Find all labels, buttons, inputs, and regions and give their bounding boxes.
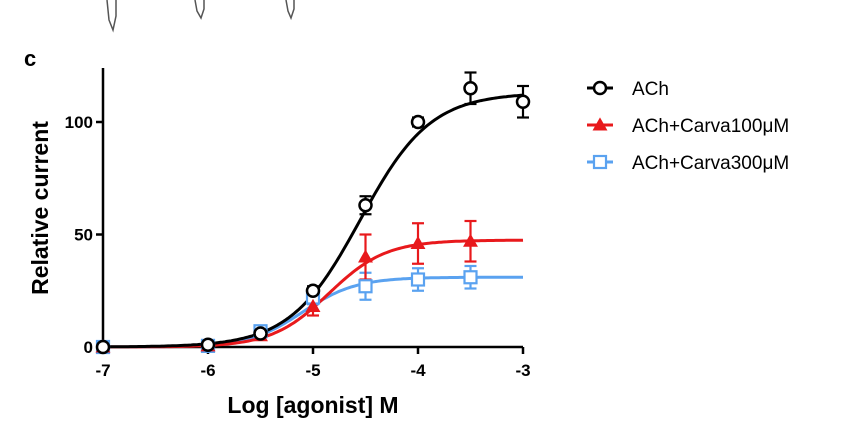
x-tick-label: -4 — [410, 361, 426, 380]
y-axis-title: Relative current — [27, 121, 53, 295]
data-point — [515, 94, 531, 109]
data-point — [410, 114, 426, 130]
tick-labels: -7 -6 -5 -4 -3 0 50 100 — [65, 113, 531, 380]
y-tick-label: 0 — [84, 338, 93, 357]
legend-label: ACh+Carva300μM — [632, 153, 789, 174]
legend: ACh ACh+Carva100μM ACh+Carva300μM — [587, 79, 789, 174]
data-point — [358, 279, 373, 294]
panel-label: c — [24, 46, 36, 71]
data-point — [95, 339, 111, 355]
legend-marker — [592, 154, 608, 170]
y-tick-label: 50 — [74, 226, 93, 245]
data-point — [410, 235, 426, 249]
data-point — [410, 272, 426, 287]
data-markers — [95, 81, 531, 355]
x-axis-title: Log [agonist] M — [227, 392, 398, 418]
data-point — [463, 81, 478, 96]
upper-panel-remnant — [106, 0, 295, 33]
legend-label: ACh — [632, 79, 669, 100]
data-point — [200, 337, 216, 352]
legend-marker — [592, 80, 608, 96]
data-point — [463, 233, 478, 247]
x-tick-label: -5 — [305, 361, 320, 380]
data-point — [305, 283, 321, 298]
legend-label: ACh+Carva100μM — [632, 116, 789, 137]
x-tick-label: -6 — [200, 361, 215, 380]
data-point — [253, 326, 268, 341]
data-point — [358, 198, 373, 213]
data-point — [463, 270, 478, 285]
data-point — [305, 298, 321, 312]
legend-marker — [592, 117, 608, 131]
y-tick-label: 100 — [65, 113, 93, 132]
x-tick-label: -7 — [95, 361, 110, 380]
data-point — [358, 249, 373, 263]
x-tick-label: -3 — [515, 361, 530, 380]
